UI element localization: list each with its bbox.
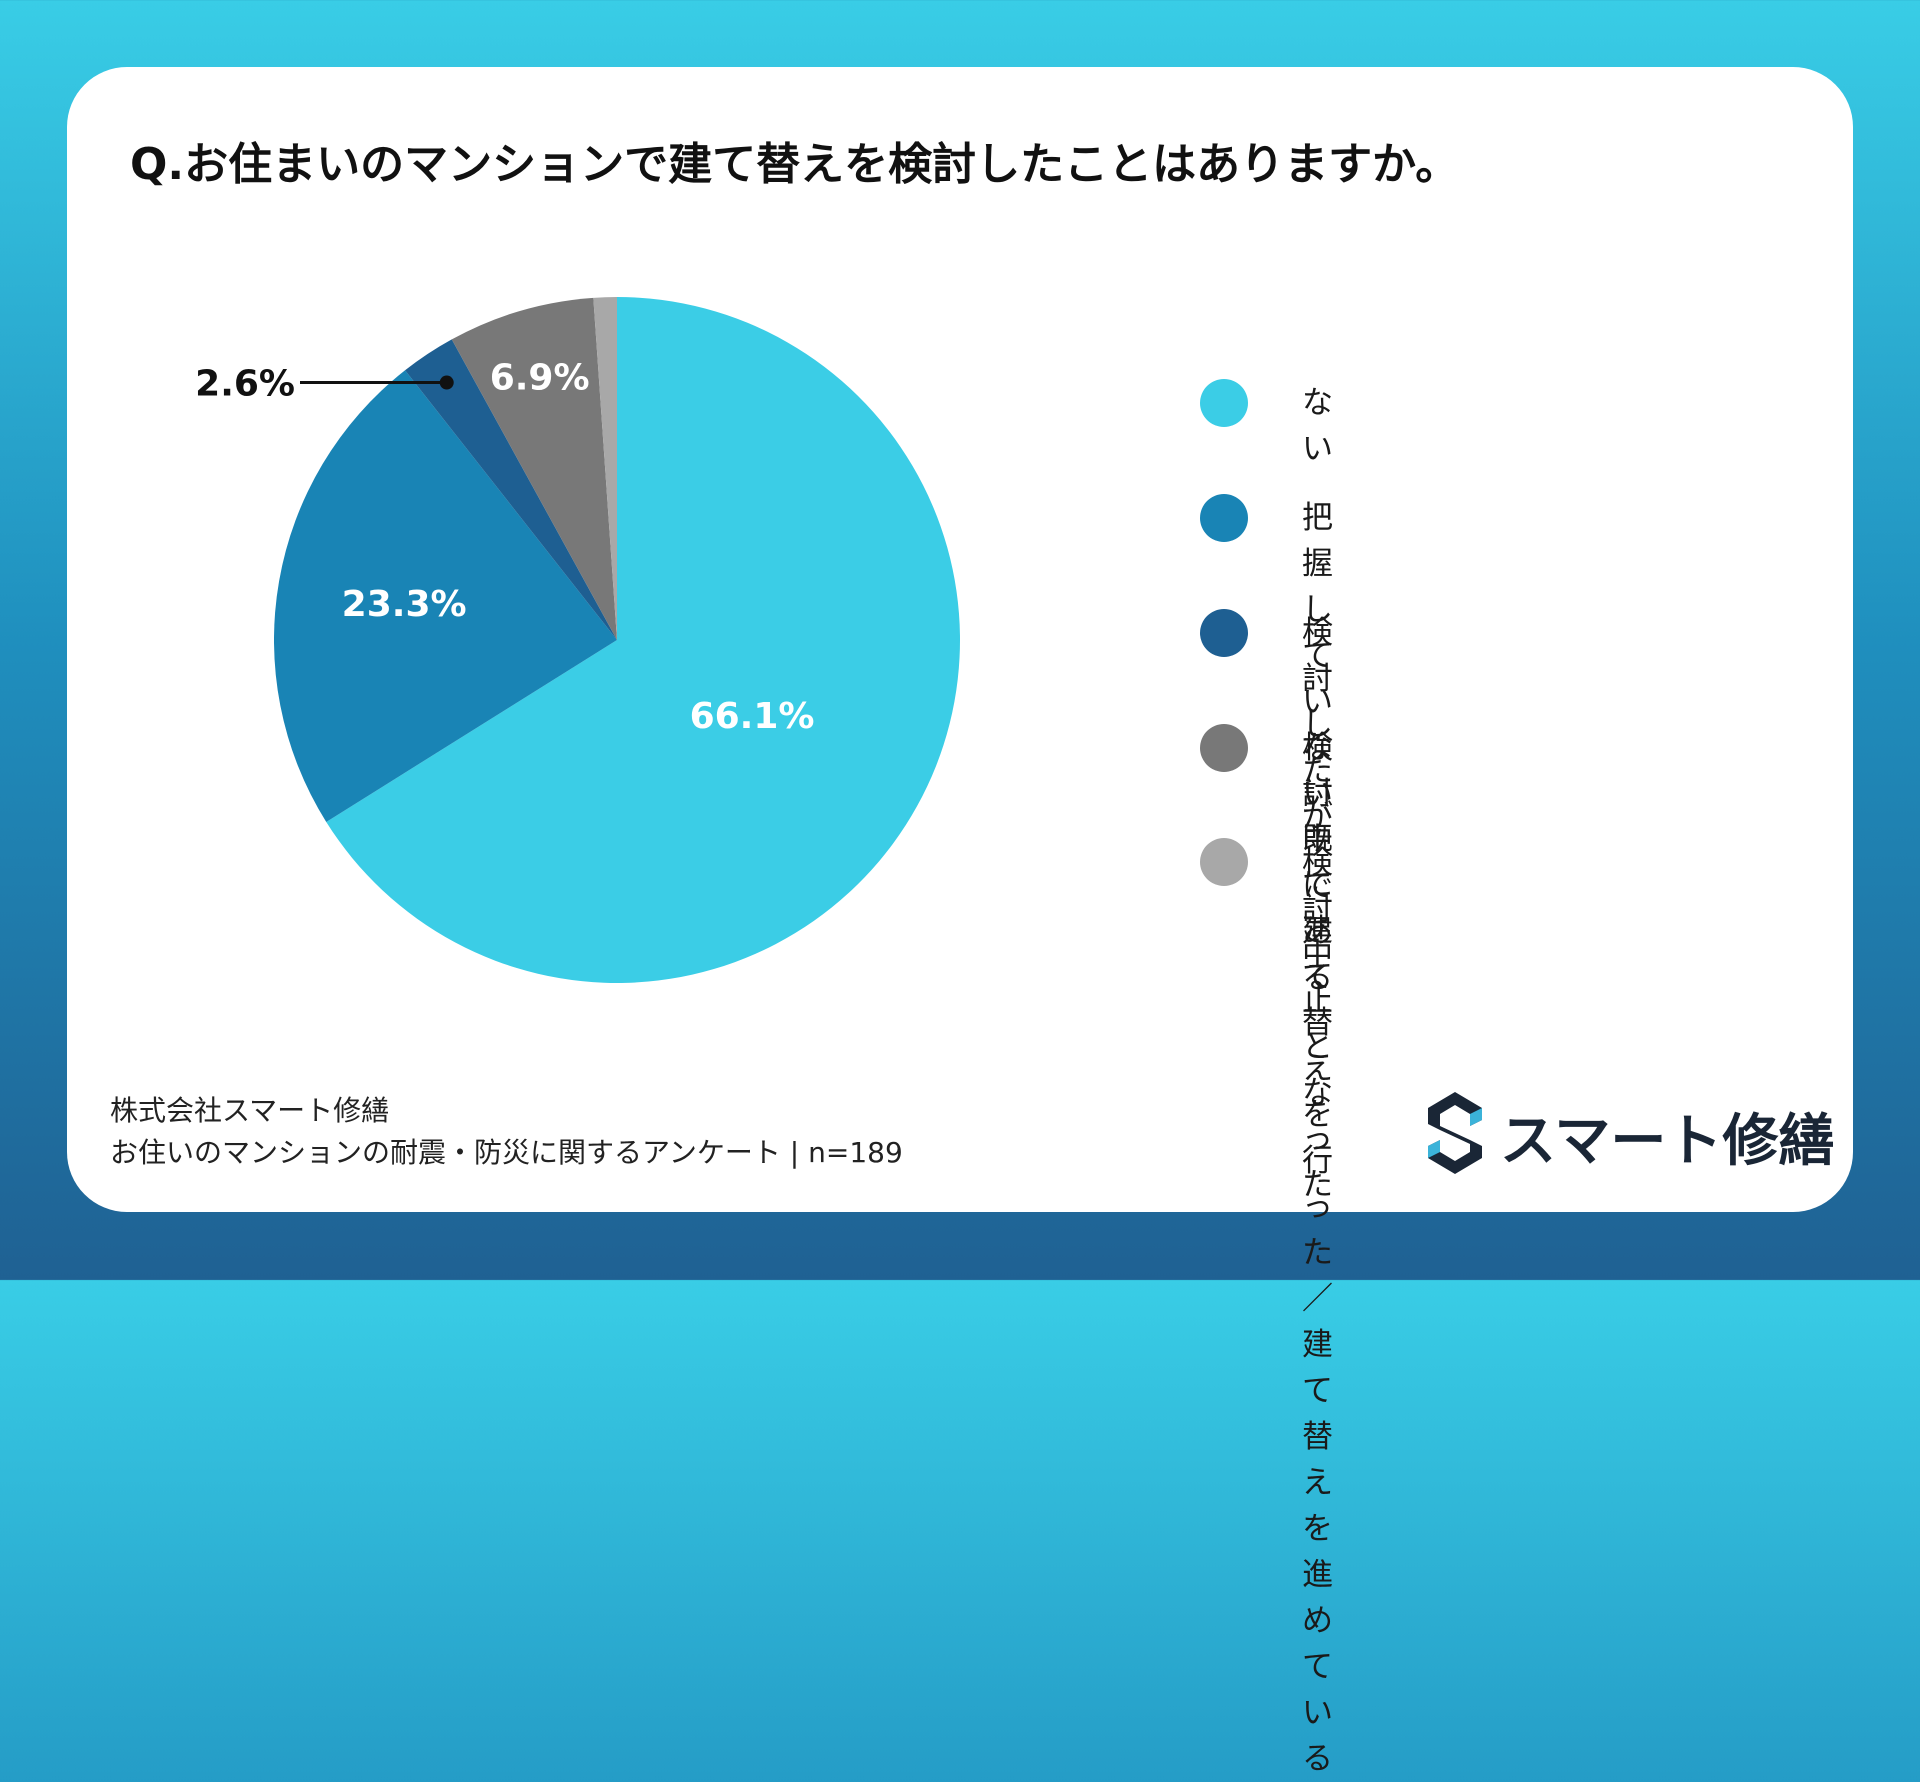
- pie-slice-4: [593, 297, 617, 640]
- legend-label: ない: [1302, 385, 1333, 467]
- legend-label: 検討したが検討中止となった: [1302, 615, 1333, 1203]
- legend-swatch: [1200, 724, 1248, 772]
- legend-swatch: [1200, 379, 1248, 427]
- legend-label: 把握していない: [1302, 500, 1333, 812]
- chart-title: Q.お住まいのマンションで建て替えを検討したことはありますか。: [130, 139, 1460, 190]
- data-label-0: 66.1%: [690, 696, 815, 737]
- logo: スマート修繕: [1420, 1088, 1834, 1178]
- pie-slice-2: [405, 339, 617, 640]
- legend-swatch: [1200, 838, 1248, 886]
- logo-text: スマート修繕: [1500, 1109, 1835, 1174]
- pie-slice-3: [451, 297, 617, 640]
- footer-survey: お住いのマンションの耐震・防災に関するアンケート | n=189: [110, 1136, 903, 1169]
- s-logo-icon: [1428, 1092, 1482, 1174]
- legend-label: 検討中である: [1302, 730, 1333, 996]
- pie-chart: 66.1% 23.3% 2.6% 6.9%: [195, 297, 960, 984]
- legend-swatch: [1200, 494, 1248, 542]
- leader-dot: [439, 375, 454, 390]
- pie-slice-1: [274, 370, 617, 822]
- data-label-2: 2.6%: [195, 364, 295, 405]
- data-label-1: 23.3%: [342, 584, 467, 625]
- pie-slice-0: [326, 297, 960, 984]
- legend-label: 既に建て替えを行った／ 建て替えを進めている: [1302, 821, 1333, 1777]
- footer: 株式会社スマート修繕 お住いのマンションの耐震・防災に関するアンケート | n=…: [110, 1090, 903, 1174]
- footer-company: 株式会社スマート修繕: [110, 1094, 390, 1127]
- data-label-3: 6.9%: [490, 358, 590, 399]
- legend-swatch: [1200, 609, 1248, 657]
